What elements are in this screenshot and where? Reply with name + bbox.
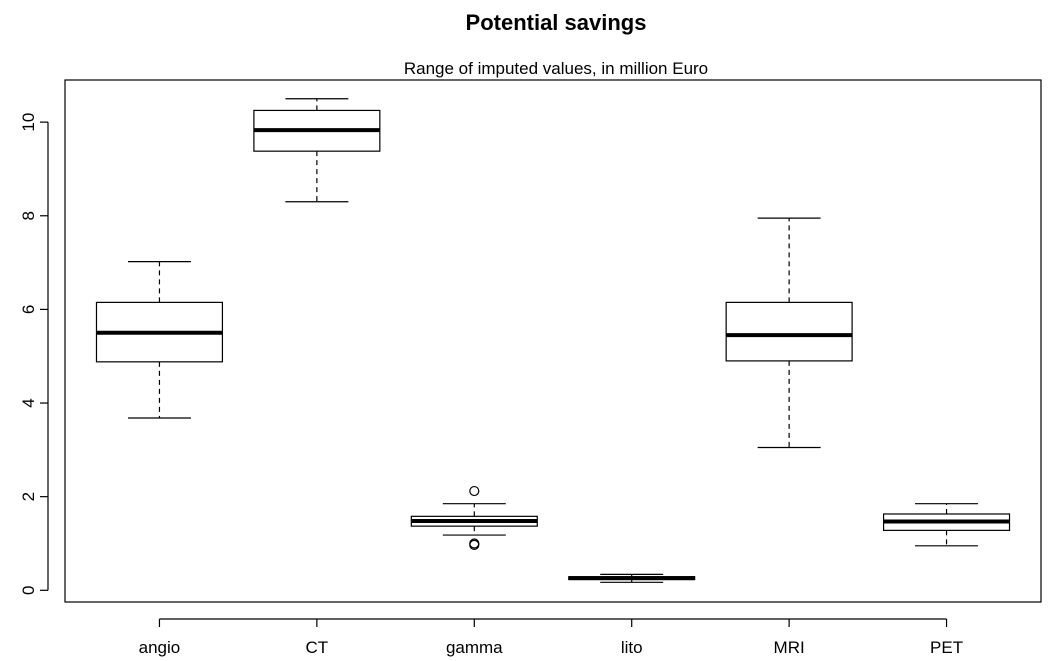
chart-title: Potential savings — [466, 10, 647, 35]
box-CT — [253, 98, 381, 203]
y-axis: 0 2 4 6 8 10 — [19, 113, 49, 595]
y-tick-label: 4 — [19, 398, 38, 407]
x-tick-label: gamma — [446, 638, 503, 657]
plot-frame — [64, 79, 1042, 603]
box-gamma — [410, 485, 538, 550]
x-axis: angio CT gamma lito MRI PET — [139, 618, 963, 657]
chart-subtitle: Range of imputed values, in million Euro — [404, 59, 708, 78]
box-MRI — [725, 217, 853, 449]
y-tick-label: 6 — [19, 305, 38, 314]
box-PET — [882, 503, 1011, 547]
x-tick-label: MRI — [774, 638, 805, 657]
x-tick-label: lito — [621, 638, 643, 657]
outlier-point — [469, 485, 480, 497]
x-tick-label: PET — [930, 638, 963, 657]
y-tick-label: 8 — [19, 211, 38, 220]
boxes-layer — [95, 98, 1011, 583]
box-lito — [568, 573, 696, 583]
y-tick-label: 10 — [19, 113, 38, 132]
outlier-point — [469, 538, 480, 549]
x-tick-label: CT — [306, 638, 329, 657]
y-tick-label: 0 — [19, 586, 38, 595]
x-tick-label: angio — [139, 638, 181, 657]
iqr-box — [725, 301, 853, 362]
box-angio — [95, 261, 224, 419]
y-tick-label: 2 — [19, 492, 38, 501]
